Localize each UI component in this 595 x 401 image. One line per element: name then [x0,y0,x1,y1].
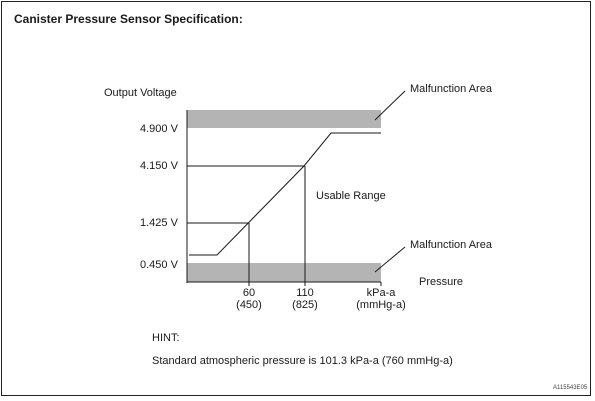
reference-code: A115543E05 [553,385,588,391]
figure-frame [1,1,591,396]
malfunction-band-lower [187,263,381,282]
sensor-characteristic-line [189,132,381,256]
pressure-tick-110: 110 (825) [285,287,325,311]
pressure-unit-label: kPa-a (mmHg-a) [351,287,411,311]
x-axis-label: Pressure [419,276,464,288]
pressure-tick-110-kpa: 110 [296,287,314,299]
pressure-tick-60-mmhg: (450) [236,299,262,311]
voltage-tick-4150: 4.150 V [140,160,178,172]
pressure-unit-mmhg: (mmHg-a) [356,299,406,311]
pressure-tick-110-mmhg: (825) [292,299,318,311]
pressure-unit-kpa: kPa-a [366,287,396,299]
pressure-tick-60: 60 (450) [229,287,269,311]
leader-lower [374,246,406,273]
leader-upper [374,90,406,121]
hint-label: HINT: [152,332,180,344]
malfunction-area-upper-label: Malfunction Area [410,83,492,95]
hint-text: Standard atmospheric pressure is 101.3 k… [152,355,453,367]
malfunction-band-upper [187,110,381,128]
y-axis-label: Output Voltage [104,87,177,99]
usable-range-label: Usable Range [316,190,386,202]
malfunction-area-lower-label: Malfunction Area [410,239,492,251]
figure-title: Canister Pressure Sensor Specification: [14,12,243,26]
voltage-tick-0450: 0.450 V [140,259,178,271]
pressure-tick-60-kpa: 60 [242,287,256,299]
voltage-tick-4900: 4.900 V [140,123,178,135]
voltage-tick-1425: 1.425 V [140,217,178,229]
